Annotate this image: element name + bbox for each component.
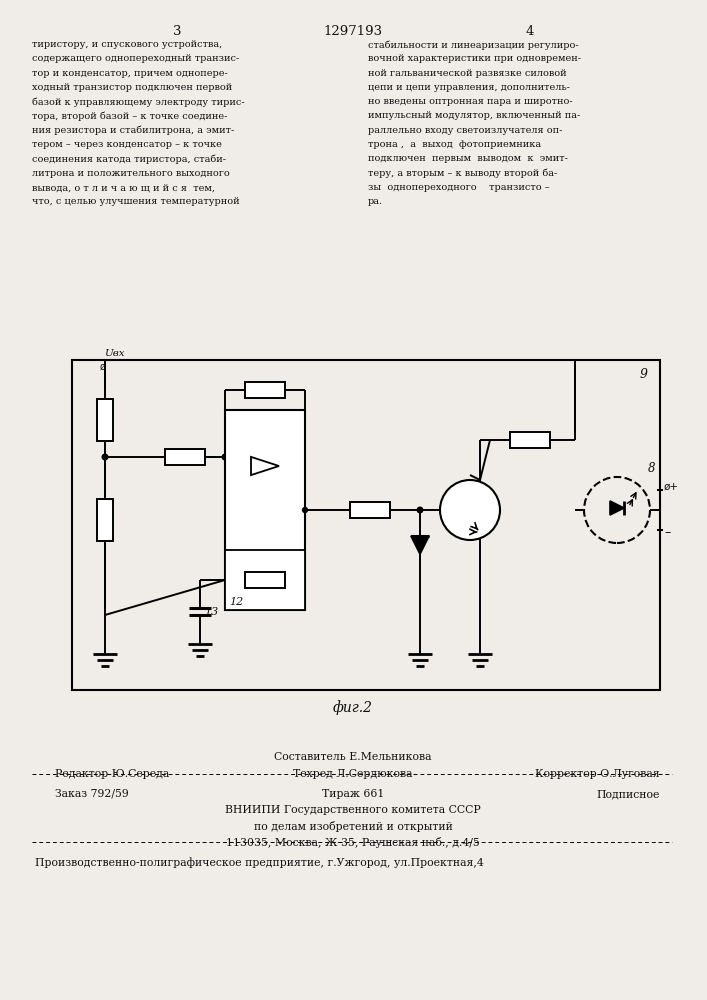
Text: Техред Л.Сердюкова: Техред Л.Сердюкова: [293, 769, 413, 779]
Text: базой к управляющему электроду тирис-: базой к управляющему электроду тирис-: [32, 97, 245, 107]
Text: раллельно входу светоизлучателя оп-: раллельно входу светоизлучателя оп-: [368, 126, 562, 135]
Text: Подписное: Подписное: [597, 789, 660, 799]
Text: 11: 11: [231, 568, 246, 581]
Bar: [165, 449, 205, 465]
Circle shape: [440, 480, 500, 540]
Text: Заказ 792/59: Заказ 792/59: [55, 789, 129, 799]
Text: трона ,  а  выход  фотоприемника: трона , а выход фотоприемника: [368, 140, 541, 149]
Text: зы  однопереходного    транзисто –: зы однопереходного транзисто –: [368, 183, 549, 192]
Bar: [245, 572, 285, 588]
Bar: [225, 550, 305, 610]
Bar: [97, 399, 113, 441]
Text: 12: 12: [229, 597, 243, 607]
Text: тером – через конденсатор – к точке: тером – через конденсатор – к точке: [32, 140, 222, 149]
Text: цепи и цепи управления, дополнитель-: цепи и цепи управления, дополнитель-: [368, 83, 570, 92]
Text: литрона и положительного выходного: литрона и положительного выходного: [32, 169, 230, 178]
Text: ø+: ø+: [664, 482, 679, 492]
Text: Составитель Е.Мельникова: Составитель Е.Мельникова: [274, 752, 432, 762]
Text: что, с целью улучшения температурной: что, с целью улучшения температурной: [32, 197, 240, 206]
Bar: [72, 360, 660, 690]
Bar: [350, 502, 390, 518]
Bar: [225, 410, 305, 610]
Polygon shape: [411, 536, 429, 554]
Text: 4: 4: [526, 25, 534, 38]
Circle shape: [222, 454, 228, 460]
Text: Производственно-полиграфическое предприятие, г.Ужгород, ул.Проектная,4: Производственно-полиграфическое предприя…: [35, 857, 484, 868]
Text: Корректор О.Луговая: Корректор О.Луговая: [535, 769, 660, 779]
Text: 13: 13: [204, 607, 218, 617]
Text: –: –: [664, 526, 670, 540]
Text: 113035, Москва, Ж-35, Раушская наб., д.4/5: 113035, Москва, Ж-35, Раушская наб., д.4…: [226, 837, 480, 848]
Text: ø: ø: [100, 362, 106, 372]
Text: 9: 9: [640, 368, 648, 381]
Polygon shape: [251, 457, 279, 475]
Text: ВНИИПИ Государственного комитета СССР: ВНИИПИ Государственного комитета СССР: [225, 805, 481, 815]
Text: тор и конденсатор, причем однопере-: тор и конденсатор, причем однопере-: [32, 69, 228, 78]
Text: Uвх: Uвх: [104, 349, 124, 358]
Text: стабильности и линеаризации регулиро-: стабильности и линеаризации регулиро-: [368, 40, 578, 49]
Text: ходный транзистор подключен первой: ходный транзистор подключен первой: [32, 83, 233, 92]
Text: соединения катода тиристора, стаби-: соединения катода тиристора, стаби-: [32, 154, 226, 164]
Text: ния резистора и стабилитрона, а эмит-: ния резистора и стабилитрона, а эмит-: [32, 126, 234, 135]
Text: 8: 8: [648, 462, 655, 475]
Bar: [510, 432, 550, 448]
Text: теру, а вторым – к выводу второй ба-: теру, а вторым – к выводу второй ба-: [368, 169, 557, 178]
Text: импульсный модулятор, включенный па-: импульсный модулятор, включенный па-: [368, 111, 580, 120]
Text: но введены оптронная пара и широтно-: но введены оптронная пара и широтно-: [368, 97, 573, 106]
Text: содержащего однопереходный транзис-: содержащего однопереходный транзис-: [32, 54, 239, 63]
Text: ра.: ра.: [368, 197, 383, 206]
Text: вывода, о т л и ч а ю щ и й с я  тем,: вывода, о т л и ч а ю щ и й с я тем,: [32, 183, 215, 192]
Text: вочной характеристики при одновремен-: вочной характеристики при одновремен-: [368, 54, 581, 63]
Text: подключен  первым  выводом  к  эмит-: подключен первым выводом к эмит-: [368, 154, 568, 163]
Circle shape: [417, 507, 423, 513]
Text: 1297193: 1297193: [323, 25, 382, 38]
Text: тиристору, и спускового устройства,: тиристору, и спускового устройства,: [32, 40, 222, 49]
Circle shape: [103, 454, 107, 460]
Polygon shape: [610, 501, 624, 515]
Bar: [97, 499, 113, 541]
Text: 3: 3: [173, 25, 181, 38]
Text: Тираж 661: Тираж 661: [322, 789, 384, 799]
Circle shape: [303, 508, 308, 512]
Text: тора, второй базой – к точке соедине-: тора, второй базой – к точке соедине-: [32, 111, 228, 121]
Bar: [245, 382, 285, 398]
Text: Редактор Ю.Середа: Редактор Ю.Середа: [55, 769, 169, 779]
Text: по делам изобретений и открытий: по делам изобретений и открытий: [254, 821, 452, 832]
Text: фиг.2: фиг.2: [333, 700, 373, 715]
Text: ной гальванической развязке силовой: ной гальванической развязке силовой: [368, 69, 566, 78]
